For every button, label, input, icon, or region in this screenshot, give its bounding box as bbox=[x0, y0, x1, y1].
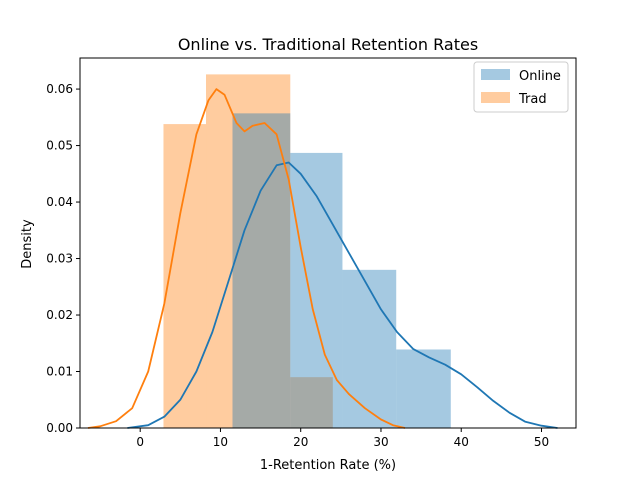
legend-box bbox=[473, 61, 569, 113]
y-axis-ticks: 0.00 0.01 0.02 0.03 0.04 0.05 0.06 bbox=[46, 82, 80, 435]
y-axis-label: Density bbox=[20, 219, 35, 269]
x-tick-label: 30 bbox=[373, 435, 388, 449]
y-tick-label: 0.03 bbox=[46, 252, 73, 266]
legend: Online Trad bbox=[473, 61, 569, 113]
online-kde-line bbox=[127, 161, 558, 429]
trad-bar-2 bbox=[290, 377, 333, 428]
online-histogram bbox=[232, 113, 451, 429]
y-tick-label: 0.04 bbox=[46, 195, 73, 209]
x-tick-label: 0 bbox=[136, 435, 144, 449]
legend-label-trad: Trad bbox=[518, 92, 547, 107]
online-bar-0 bbox=[232, 113, 291, 429]
x-tick-label: 50 bbox=[534, 435, 549, 449]
x-tick-label: 10 bbox=[213, 435, 228, 449]
y-tick-label: 0.05 bbox=[46, 139, 73, 153]
x-axis-label: 1-Retention Rate (%) bbox=[260, 458, 396, 473]
kde-lines bbox=[87, 88, 558, 429]
x-axis-ticks: 0 10 20 30 40 50 bbox=[136, 428, 549, 449]
online-bar-2 bbox=[342, 269, 397, 428]
legend-swatch-trad bbox=[481, 92, 510, 103]
y-tick-label: 0.02 bbox=[46, 308, 73, 322]
y-tick-label: 0.00 bbox=[46, 421, 73, 435]
x-tick-label: 40 bbox=[454, 435, 469, 449]
online-bar-3 bbox=[396, 349, 451, 428]
legend-label-online: Online bbox=[519, 69, 561, 84]
chart-title: Online vs. Traditional Retention Rates bbox=[178, 35, 478, 54]
x-tick-label: 20 bbox=[293, 435, 308, 449]
y-tick-label: 0.06 bbox=[46, 82, 73, 96]
plot-frame bbox=[79, 57, 577, 429]
trad-kde-line bbox=[87, 88, 406, 429]
online-bar-1 bbox=[290, 152, 343, 428]
y-tick-label: 0.01 bbox=[46, 365, 73, 379]
trad-bar-0 bbox=[163, 124, 207, 428]
legend-swatch-online bbox=[481, 69, 510, 80]
